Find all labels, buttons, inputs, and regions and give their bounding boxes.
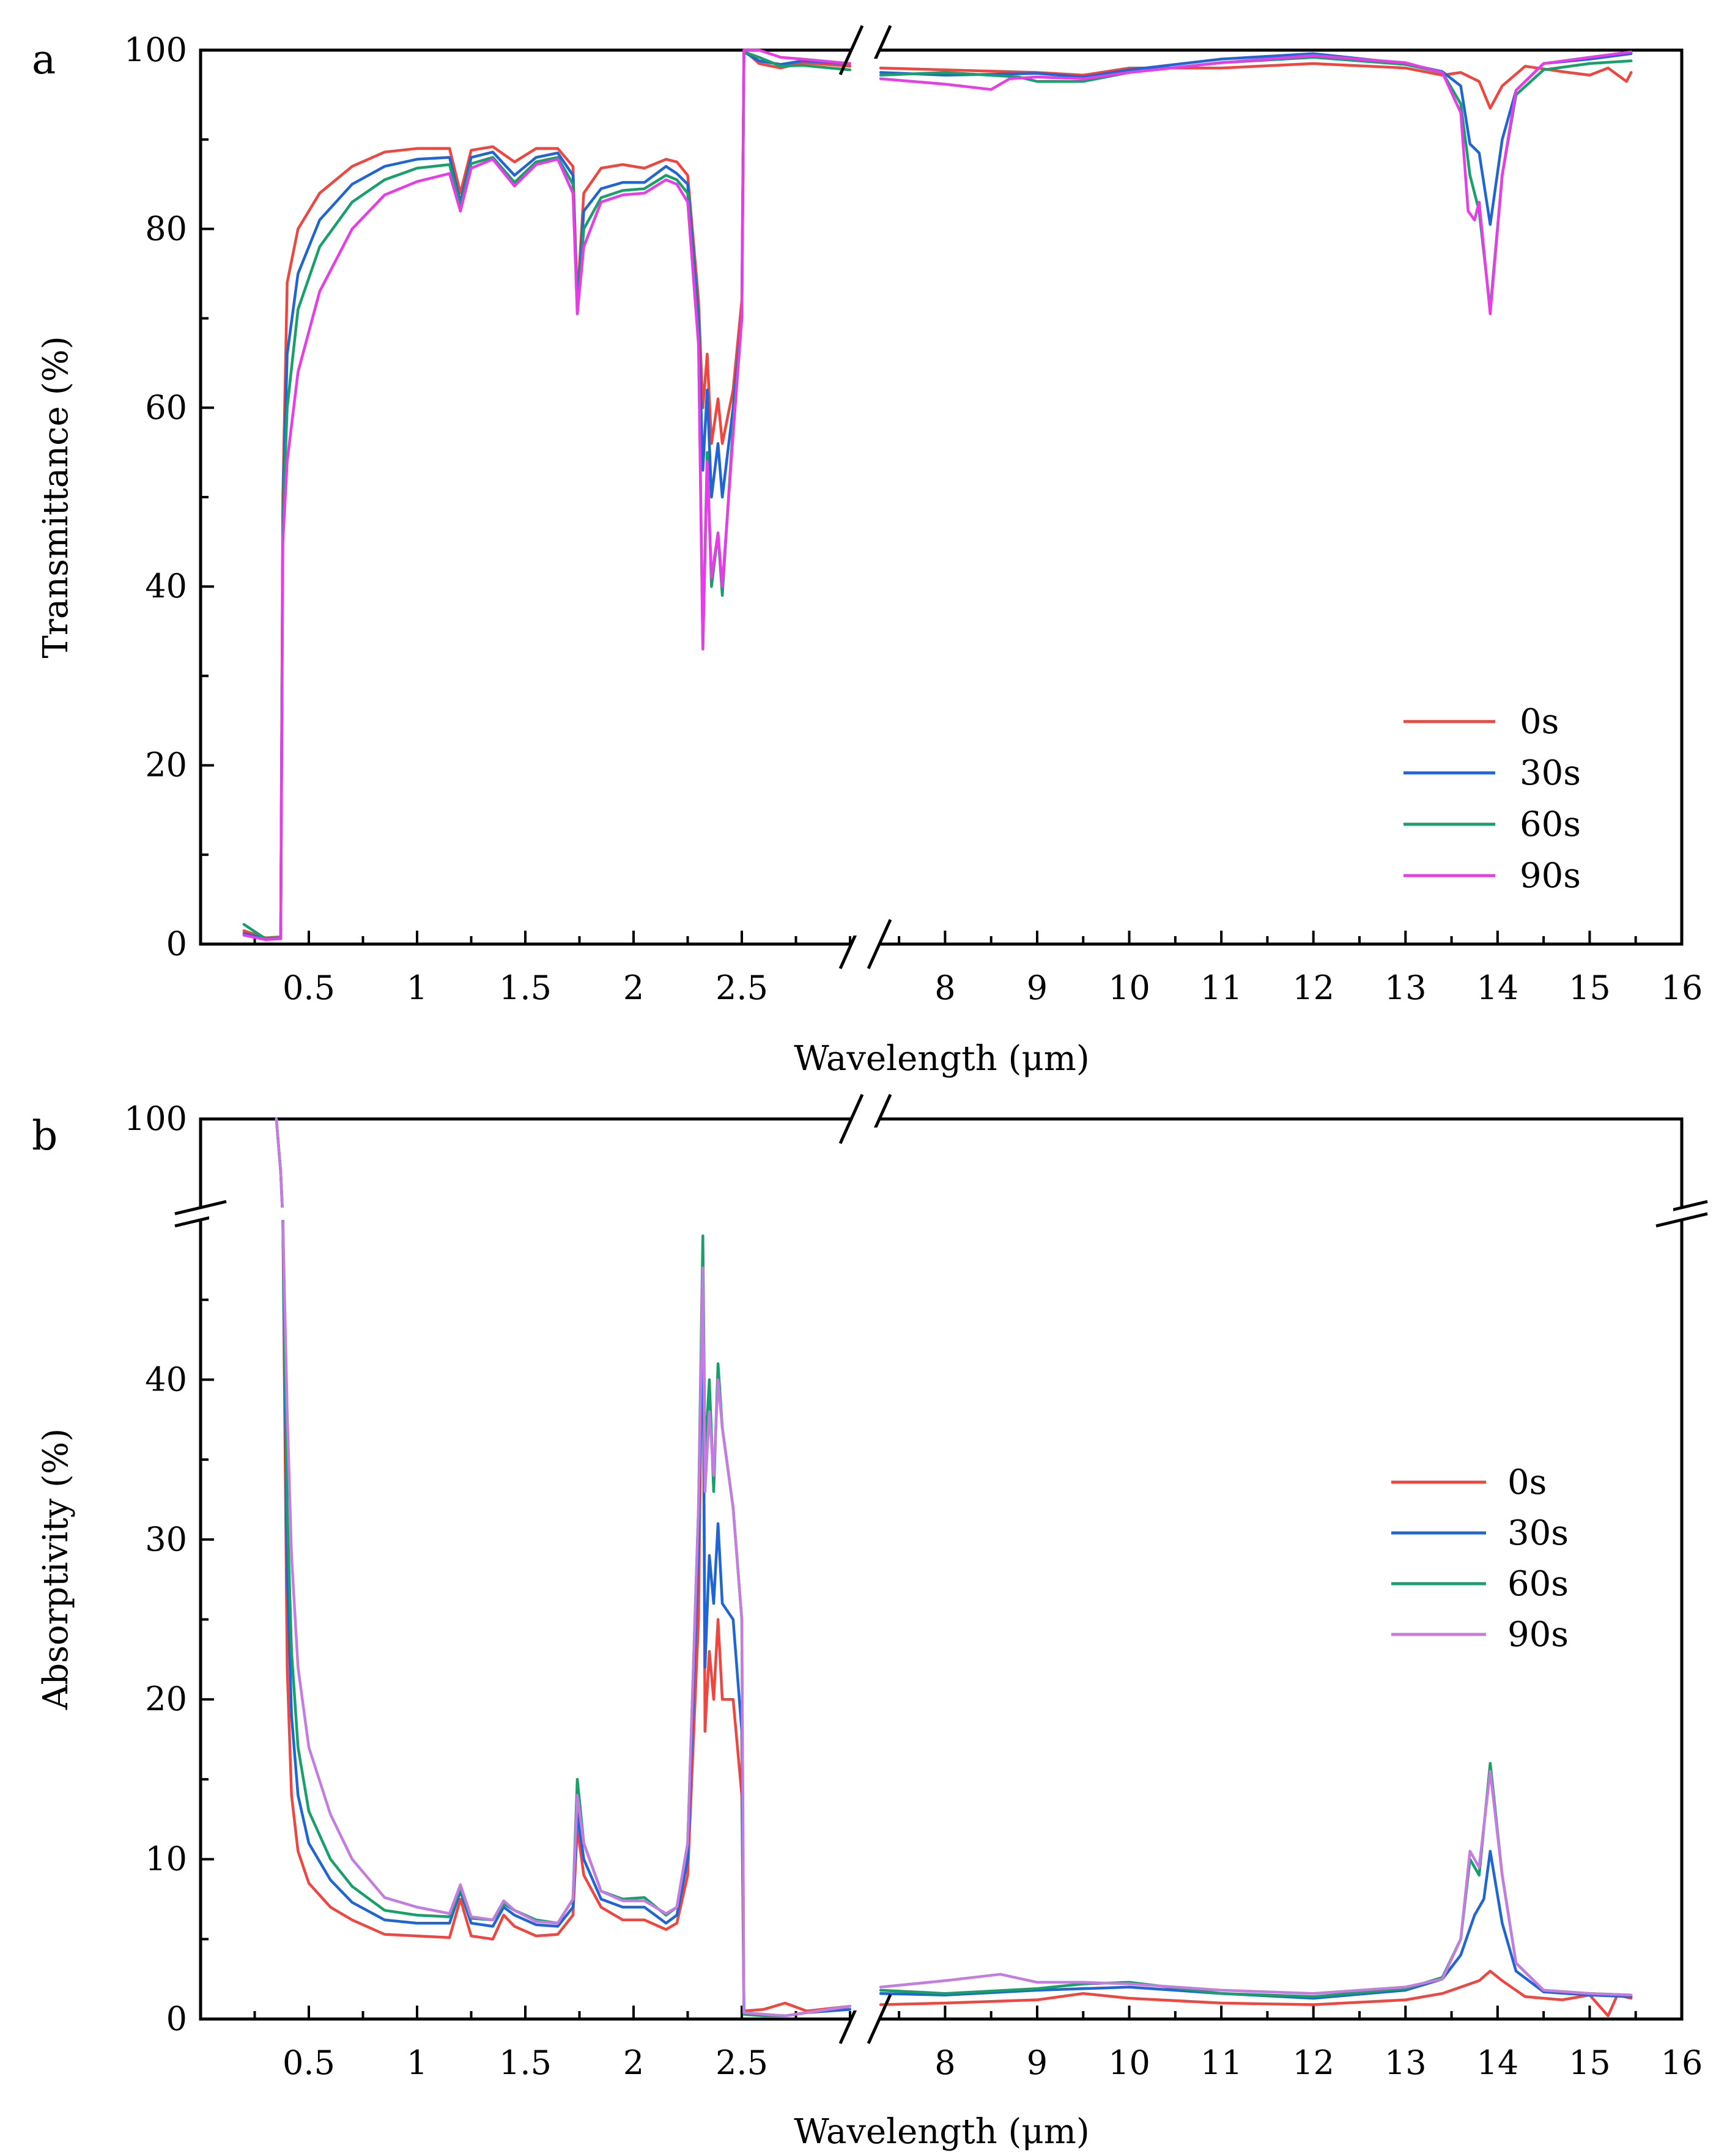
x-tick-label: 1.5 xyxy=(499,969,552,1007)
y-break-mark xyxy=(1655,1212,1708,1228)
y-tick-label: 20 xyxy=(145,746,187,785)
panel-a: a 0.5 1 1.5 2 2.5 8 9 10 11 12 13 14 15 16 0 20 40 60 80 100… xyxy=(32,24,1703,1079)
series-line-90s xyxy=(879,50,1633,316)
legend-label: 0s xyxy=(1520,702,1559,742)
x-tick-label: 15 xyxy=(1569,2043,1611,2082)
x-tick-label: 9 xyxy=(1027,969,1048,1007)
y-tick-label: 0 xyxy=(166,1999,187,2038)
y-tick-label: 80 xyxy=(145,209,187,248)
series-line-0s xyxy=(242,48,852,940)
x-break-mark xyxy=(838,24,864,76)
y-tick-label: 100 xyxy=(124,1099,187,1138)
x-break-gap xyxy=(851,937,879,951)
series-line-30s xyxy=(879,52,1633,226)
x-tick-label: 2 xyxy=(623,969,644,1007)
x-tick-label: 16 xyxy=(1661,2043,1703,2082)
legend-label: 90s xyxy=(1507,1615,1569,1655)
plot-frame xyxy=(199,1117,1684,2021)
y-axis-title: Transmittance (%) xyxy=(36,336,76,659)
x-break-data-gap xyxy=(851,1128,879,2010)
x-tick-label: 0.5 xyxy=(283,2043,335,2082)
legend-label: 30s xyxy=(1520,753,1581,793)
y-tick-label: 30 xyxy=(145,1520,187,1559)
series-line-60s xyxy=(879,1762,1633,1998)
x-tick-label: 8 xyxy=(934,2043,955,2082)
y-tick-label: 20 xyxy=(145,1680,187,1718)
x-tick-label: 8 xyxy=(934,969,955,1007)
x-tick-label: 0.5 xyxy=(283,969,335,1007)
series-line-60s xyxy=(879,56,1633,311)
x-tick-label: 1.5 xyxy=(499,2043,552,2082)
series-line-0s xyxy=(879,62,1633,110)
series-line-60s xyxy=(275,1117,852,2018)
series-line-0s xyxy=(275,1117,852,2013)
x-break-mark xyxy=(838,1093,864,1145)
y-axis-title: Absorptivity (%) xyxy=(36,1428,76,1710)
x-axis-title: Wavelength (μm) xyxy=(794,2112,1089,2152)
x-tick-label: 2.5 xyxy=(716,2043,768,2082)
y-break-data-gap xyxy=(209,1208,1673,1220)
y-tick-label: 10 xyxy=(145,1840,187,1878)
y-tick-label: 0 xyxy=(166,925,187,963)
series-line-90s xyxy=(275,1117,852,2018)
legend-label: 60s xyxy=(1520,805,1581,844)
series-line-90s xyxy=(879,1770,1633,1997)
x-tick-label: 10 xyxy=(1108,969,1150,1007)
y-break-gap xyxy=(193,1208,208,1220)
y-tick-label: 40 xyxy=(145,567,187,605)
x-tick-label: 1 xyxy=(407,2043,427,2082)
x-tick-label: 11 xyxy=(1200,2043,1243,2082)
x-tick-label: 14 xyxy=(1476,2043,1518,2082)
y-break-gap xyxy=(1674,1208,1689,1220)
x-tick-label: 2.5 xyxy=(716,969,768,1007)
x-break-mark xyxy=(867,918,892,970)
series-line-60s xyxy=(242,50,852,940)
x-tick-label: 13 xyxy=(1385,2043,1427,2082)
series-line-90s xyxy=(242,48,852,941)
x-tick-label: 9 xyxy=(1027,2043,1048,2082)
x-tick-label: 16 xyxy=(1661,969,1703,1007)
x-tick-label: 13 xyxy=(1385,969,1427,1007)
legend-label: 0s xyxy=(1507,1463,1547,1502)
x-tick-label: 12 xyxy=(1292,2043,1334,2082)
y-break-mark xyxy=(174,1200,227,1216)
plot-frame xyxy=(199,48,1684,946)
panel-b: b 0.5 1 1.5 2 2.5 8 9 10 11 12 13 14 15 16 0 10 20 30 40 100… xyxy=(32,1093,1708,2152)
y-tick-label: 100 xyxy=(124,31,187,69)
panel-label: a xyxy=(32,36,56,83)
y-tick-label: 60 xyxy=(145,388,187,427)
legend-label: 90s xyxy=(1520,856,1581,896)
x-tick-label: 10 xyxy=(1108,2043,1150,2082)
x-tick-label: 15 xyxy=(1569,969,1611,1007)
x-break-mark xyxy=(867,1993,892,2045)
x-break-gap xyxy=(851,43,879,57)
x-break-gap xyxy=(851,1112,879,1126)
series-line-30s xyxy=(242,50,852,940)
legend: 0s 30s 60s 90s xyxy=(1403,702,1581,896)
x-tick-label: 12 xyxy=(1292,969,1334,1007)
legend-label: 30s xyxy=(1507,1513,1569,1553)
x-tick-label: 14 xyxy=(1476,969,1518,1007)
x-tick-label: 2 xyxy=(623,2043,644,2082)
x-tick-label: 11 xyxy=(1200,969,1243,1007)
series-line-30s xyxy=(879,1850,1633,2000)
series-line-30s xyxy=(275,1117,852,2018)
legend: 0s 30s 60s 90s xyxy=(1391,1463,1569,1655)
legend-label: 60s xyxy=(1507,1564,1569,1604)
panel-label: b xyxy=(32,1112,57,1159)
x-tick-label: 1 xyxy=(407,969,427,1007)
x-break-gap xyxy=(851,2012,879,2026)
x-axis-title: Wavelength (μm) xyxy=(794,1039,1089,1079)
y-tick-label: 40 xyxy=(145,1360,187,1398)
x-break-data-gap xyxy=(851,59,879,936)
